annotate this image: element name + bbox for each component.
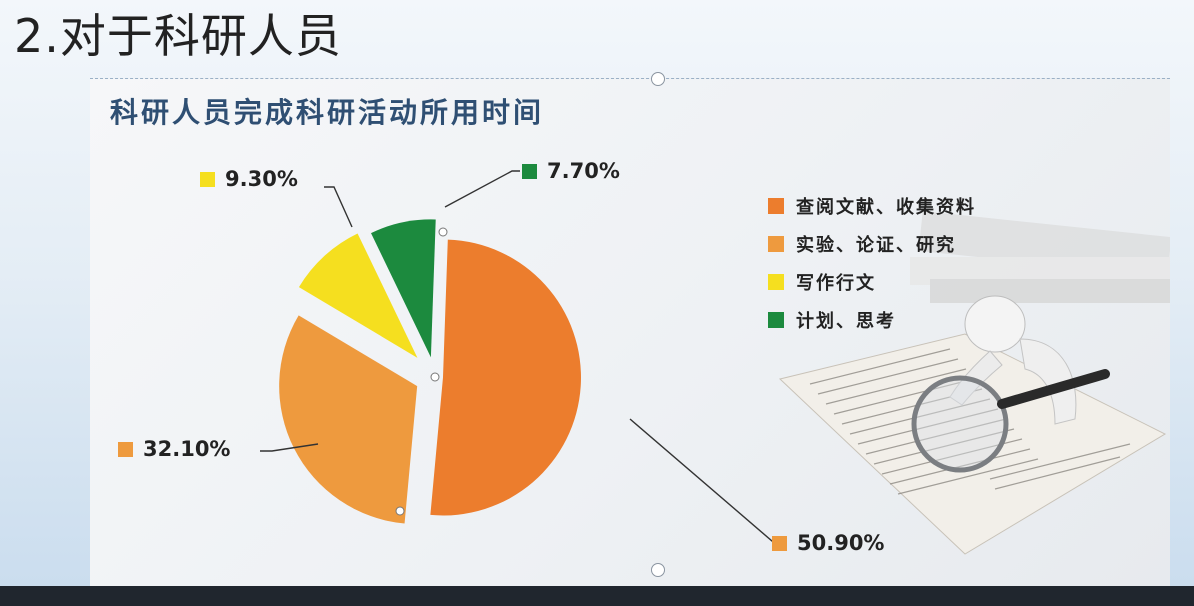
data-label-writing: 9.30% bbox=[200, 167, 298, 191]
magnifier-illustration bbox=[778, 211, 1170, 555]
slice-handle[interactable] bbox=[395, 506, 405, 516]
player-bar bbox=[0, 586, 1194, 606]
chart-title: 科研人员完成科研活动所用时间 bbox=[110, 96, 545, 129]
legend-label: 查阅文献、收集资料 bbox=[796, 197, 976, 218]
legend-swatch bbox=[768, 236, 784, 252]
legend-item-experiment: 实验、论证、研究 bbox=[768, 225, 976, 263]
leader-line-writing bbox=[324, 186, 353, 228]
slide-title: 2.对于科研人员 bbox=[14, 9, 342, 63]
legend-item-writing: 写作行文 bbox=[768, 263, 976, 301]
slice-handle[interactable] bbox=[438, 227, 448, 237]
pie-slice-literature bbox=[430, 239, 581, 516]
pie-slice-experiment bbox=[279, 315, 418, 524]
data-label-experiment: 32.10% bbox=[118, 437, 230, 461]
pie-chart bbox=[260, 170, 778, 542]
legend-label: 计划、思考 bbox=[796, 311, 896, 332]
legend-swatch bbox=[768, 312, 784, 328]
legend-item-literature: 查阅文献、收集资料 bbox=[768, 187, 976, 225]
chart-panel[interactable]: 科研人员完成科研活动所用时间 bbox=[90, 72, 1170, 588]
legend-item-planning: 计划、思考 bbox=[768, 301, 976, 339]
legend-label: 写作行文 bbox=[796, 273, 876, 294]
legend-swatch bbox=[768, 198, 784, 214]
resize-handle-bottom[interactable] bbox=[651, 563, 665, 577]
leader-line-experiment bbox=[260, 443, 319, 452]
leader-line-literature bbox=[629, 418, 778, 542]
pie-slice-planning bbox=[371, 219, 436, 358]
pie-slice-writing bbox=[298, 233, 418, 358]
legend-swatch bbox=[768, 274, 784, 290]
slice-handle[interactable] bbox=[430, 372, 440, 382]
data-label-planning: 7.70% bbox=[522, 159, 620, 183]
chart-legend: 查阅文献、收集资料 实验、论证、研究 写作行文 计划、思考 bbox=[768, 187, 976, 339]
data-label-literature: 50.90% bbox=[772, 531, 884, 555]
resize-handle-top[interactable] bbox=[651, 72, 665, 86]
legend-label: 实验、论证、研究 bbox=[796, 235, 956, 256]
leader-line-planning bbox=[444, 170, 520, 208]
